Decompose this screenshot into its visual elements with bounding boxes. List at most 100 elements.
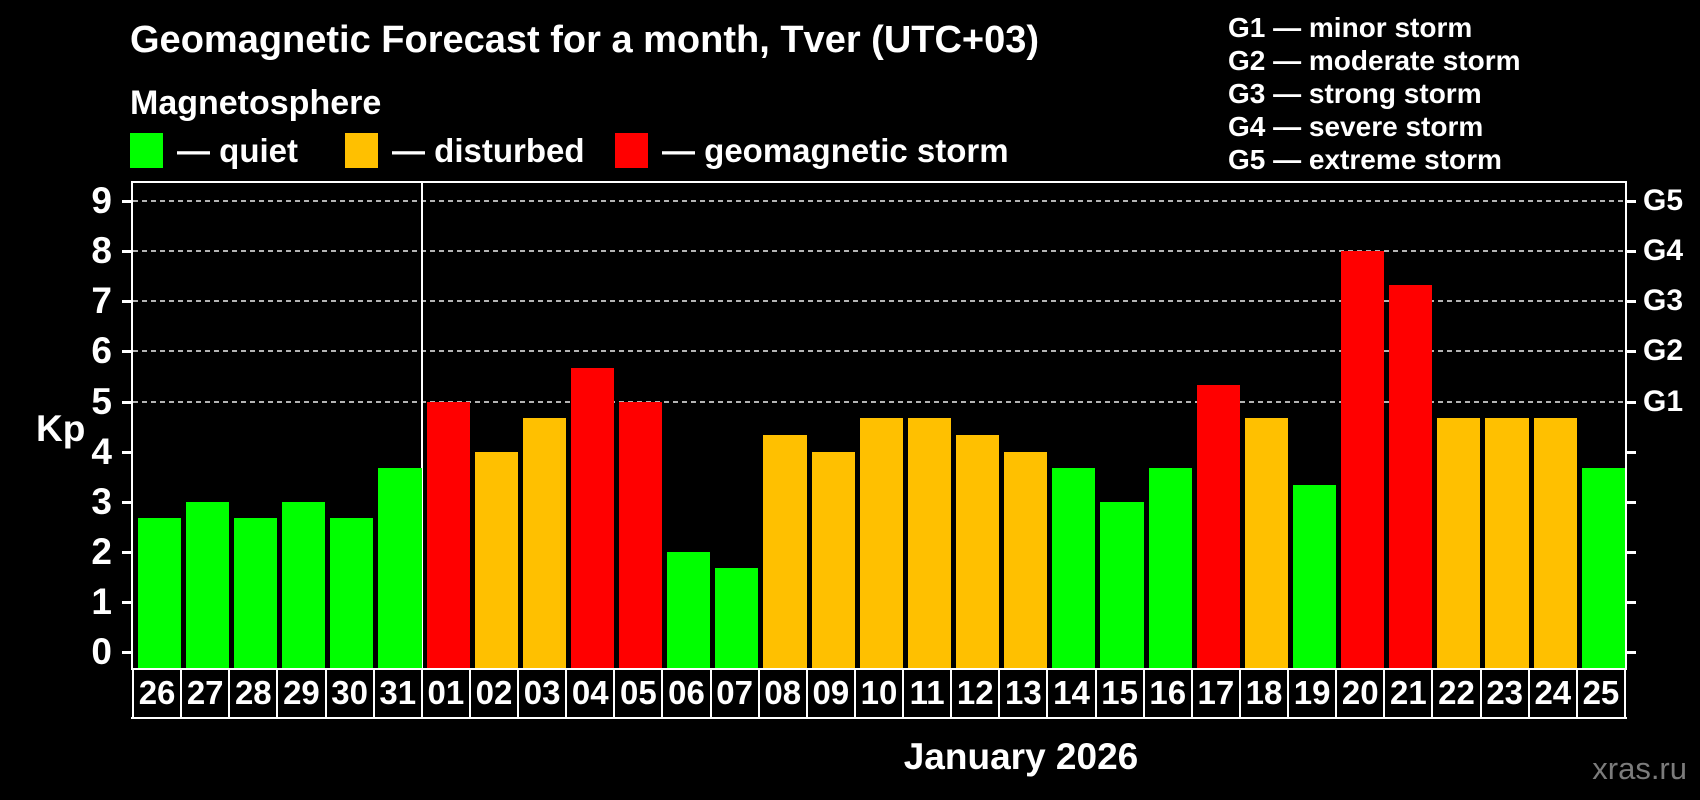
kp-tick-label-8: 8 [91, 230, 112, 272]
day-cell-border [950, 670, 953, 717]
g-level-label-g3: G3 [1643, 284, 1684, 318]
storm-scale-line-g2: G2 — moderate storm [1228, 45, 1521, 76]
kp-tick-right-1 [1627, 600, 1636, 604]
kp-tick-left-6 [122, 350, 131, 354]
bar-day-08 [763, 435, 807, 668]
day-cell-border [1624, 670, 1626, 717]
day-cell-border [1431, 670, 1434, 717]
day-label-15: 15 [1101, 674, 1138, 711]
day-cell-border [1575, 670, 1578, 717]
bar-day-10 [859, 418, 903, 668]
bar-day-13 [1004, 451, 1048, 668]
day-label-28: 28 [234, 674, 272, 711]
day-cell-border [1479, 670, 1482, 717]
bar-day-28 [234, 518, 278, 668]
day-cell-border [902, 670, 905, 717]
kp-tick-right-6 [1627, 350, 1636, 354]
kp-tick-left-2 [122, 550, 131, 554]
day-label-22: 22 [1438, 674, 1475, 711]
kp-tick-right-9 [1627, 200, 1636, 204]
kp-tick-right-4 [1627, 450, 1636, 454]
bar-day-26 [137, 518, 181, 668]
geomagnetic-storm-swatch-icon [615, 132, 648, 168]
day-cell-border [468, 670, 471, 717]
day-cell-border [517, 670, 520, 717]
storm-scale-line-g3: G3 — strong storm [1228, 78, 1482, 109]
kp-tick-left-7 [122, 300, 131, 304]
day-cell-border [276, 670, 279, 717]
day-label-06: 06 [668, 674, 705, 711]
day-label-30: 30 [331, 674, 368, 711]
day-label-02: 02 [475, 674, 513, 711]
gridline-kp8 [133, 250, 1625, 253]
storm-scale-legend: G1 — minor storm G2 — moderate storm G3 — … [1228, 11, 1521, 176]
kp-tick-left-1 [122, 600, 131, 604]
bar-day-01 [426, 401, 470, 668]
kp-tick-label-5: 5 [91, 380, 112, 422]
day-cell-border [324, 670, 327, 717]
kp-tick-label-4: 4 [91, 430, 112, 472]
day-cell-border [757, 670, 760, 717]
storm-scale-line-g5: G5 — extreme storm [1228, 144, 1502, 175]
day-cell-border [613, 670, 616, 717]
day-cell-border [853, 670, 856, 717]
bar-day-29 [282, 501, 326, 668]
gridline-kp6 [133, 350, 1625, 353]
day-cell-border [420, 670, 423, 717]
day-label-05: 05 [619, 674, 657, 711]
kp-tick-label-1: 1 [91, 580, 112, 622]
day-label-25: 25 [1582, 674, 1620, 711]
chart-subtitle: Magnetosphere [130, 84, 382, 122]
bar-day-31 [378, 468, 422, 668]
g-level-label-g2: G2 [1643, 334, 1684, 368]
kp-tick-label-6: 6 [91, 330, 112, 372]
day-cell-border [132, 670, 134, 717]
gridline-kp9 [133, 200, 1625, 203]
disturbed-swatch-icon [345, 132, 378, 168]
day-cell-border [1383, 670, 1386, 717]
day-cell-border [1190, 670, 1193, 717]
bar-day-19 [1292, 485, 1337, 668]
bar-day-25 [1581, 468, 1625, 668]
bar-day-15 [1100, 501, 1144, 668]
day-cell-border [709, 670, 712, 717]
kp-tick-right-7 [1627, 300, 1636, 304]
kp-tick-label-7: 7 [91, 280, 112, 322]
day-label-12: 12 [956, 674, 994, 711]
day-cell-border [1046, 670, 1049, 717]
g-level-label-g5: G5 [1643, 184, 1684, 218]
bar-day-11 [907, 418, 951, 668]
legend-label-quiet: — quiet [177, 131, 298, 169]
kp-tick-left-8 [122, 250, 131, 254]
bar-day-02 [474, 451, 518, 668]
plot-inner [133, 183, 1625, 668]
day-label-20: 20 [1341, 674, 1379, 711]
storm-scale-line-g1: G1 — minor storm [1228, 12, 1473, 43]
day-cell-border [565, 670, 568, 717]
legend-item-quiet: — quiet [130, 132, 298, 168]
chart-title: Geomagnetic Forecast for a month, Tver (… [130, 19, 1040, 61]
plot-area [131, 181, 1627, 670]
kp-tick-left-5 [122, 400, 131, 404]
day-label-31: 31 [379, 674, 417, 711]
month-separator-line [420, 183, 423, 668]
day-label-19: 19 [1293, 674, 1331, 711]
day-cell-border [1094, 670, 1097, 717]
day-label-11: 11 [909, 674, 945, 711]
day-cell-border [1287, 670, 1290, 717]
bar-day-03 [522, 418, 566, 668]
day-cell-border [1142, 670, 1145, 717]
legend-label-disturbed: — disturbed [392, 131, 585, 169]
bar-day-30 [330, 518, 374, 668]
day-cell-border [1335, 670, 1338, 717]
day-label-18: 18 [1245, 674, 1283, 711]
kp-tick-right-3 [1627, 500, 1636, 504]
kp-tick-label-3: 3 [91, 480, 112, 522]
day-cell-border [372, 670, 375, 717]
bar-day-24 [1533, 418, 1577, 668]
bar-day-22 [1437, 418, 1481, 668]
kp-tick-left-0 [122, 651, 131, 654]
day-label-27: 27 [186, 674, 224, 711]
day-label-23: 23 [1486, 674, 1524, 711]
